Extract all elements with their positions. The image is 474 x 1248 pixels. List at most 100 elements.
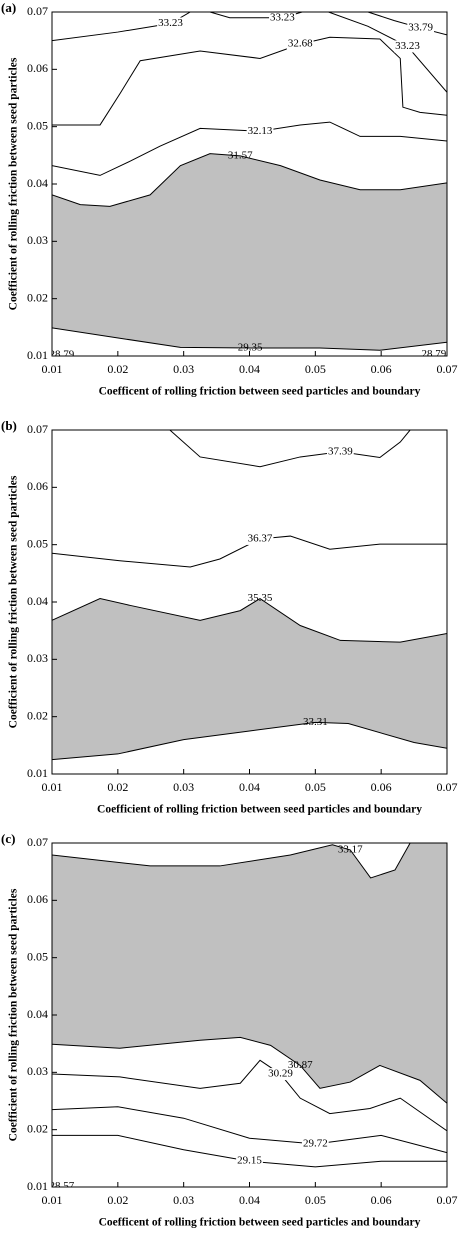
x-tick-label: 0.05 bbox=[305, 780, 326, 794]
x-tick-label: 0.06 bbox=[371, 780, 392, 794]
x-tick-label: 0.04 bbox=[239, 1193, 260, 1207]
contour-label-bg bbox=[157, 17, 184, 30]
contour-label-bg bbox=[52, 1180, 76, 1187]
contour-label-bg bbox=[420, 348, 447, 356]
x-tick-label: 0.07 bbox=[437, 1193, 458, 1207]
contour-line bbox=[52, 597, 447, 643]
contour-line bbox=[328, 12, 447, 93]
y-tick-label: 0.01 bbox=[27, 1179, 48, 1193]
contour-line bbox=[52, 1059, 447, 1132]
contour-label: 33.17 bbox=[338, 843, 363, 855]
x-tick-label: 0.01 bbox=[42, 1193, 63, 1207]
y-tick-label: 0.06 bbox=[27, 61, 48, 75]
y-tick-label: 0.02 bbox=[27, 290, 48, 304]
y-axis-title: Coefficient of rolling friction between … bbox=[8, 57, 20, 310]
contour-label: 35.35 bbox=[248, 592, 273, 604]
panel-label: (a) bbox=[1, 0, 16, 15]
contour-label: 36.37 bbox=[248, 532, 273, 544]
panel-label: (c) bbox=[1, 831, 15, 846]
contour-label: 33.79 bbox=[408, 22, 433, 34]
contour-label: 31.57 bbox=[228, 149, 253, 161]
contour-label: 33.23 bbox=[270, 11, 295, 23]
y-tick-label: 0.02 bbox=[27, 708, 48, 722]
contour-label-bg bbox=[394, 40, 421, 53]
y-axis-title: Coefficient of rolling friction between … bbox=[8, 888, 20, 1141]
contour-line bbox=[169, 430, 411, 468]
x-tick-label: 0.02 bbox=[107, 1193, 128, 1207]
contour-label: 28.79 bbox=[50, 348, 75, 360]
contour-label: 32.13 bbox=[248, 125, 273, 137]
y-axis-title: Coefficient of rolling friction between … bbox=[8, 475, 20, 728]
contour-label: 30.87 bbox=[288, 1059, 313, 1071]
contour-label: 29.72 bbox=[303, 1138, 328, 1150]
y-tick-label: 0.04 bbox=[27, 176, 48, 190]
contour-line bbox=[52, 721, 447, 761]
contour-panel: 37.39 36.37 35.35 33.31 0.01 0.02 0.03 0.04 0.05… bbox=[1, 418, 458, 816]
contour-panel: 33.23 33.23 33.79 33.23 32.68 32.13 31.57 29.35… bbox=[1, 0, 458, 398]
y-tick-label: 0.05 bbox=[27, 949, 48, 963]
contour-label-bg bbox=[246, 125, 274, 138]
x-axis-title: Coefficient of rolling friction between … bbox=[97, 804, 422, 816]
x-tick-label: 0.03 bbox=[173, 780, 194, 794]
y-tick-label: 0.03 bbox=[27, 651, 48, 665]
contour-line bbox=[52, 153, 447, 207]
contour-label-bg bbox=[286, 38, 314, 51]
contour-label: 33.23 bbox=[395, 40, 420, 52]
y-tick-label: 0.07 bbox=[27, 4, 48, 18]
contour-label: 29.35 bbox=[238, 342, 263, 354]
y-tick-label: 0.06 bbox=[27, 479, 48, 493]
contour-label-bg bbox=[52, 348, 76, 356]
panel-label: (b) bbox=[1, 418, 17, 433]
y-tick-label: 0.01 bbox=[27, 766, 48, 780]
x-tick-label: 0.03 bbox=[173, 1193, 194, 1207]
contour-label: 29.15 bbox=[237, 1155, 262, 1167]
y-tick-label: 0.04 bbox=[27, 1007, 48, 1021]
contour-label: 28.57 bbox=[50, 1180, 75, 1192]
contour-line bbox=[52, 1036, 447, 1104]
contour-label-bg bbox=[407, 22, 435, 35]
x-tick-label: 0.07 bbox=[437, 362, 458, 376]
contour-label: 33.23 bbox=[158, 17, 183, 29]
x-tick-label: 0.03 bbox=[173, 362, 194, 376]
contour-label-bg bbox=[269, 12, 296, 24]
y-tick-label: 0.03 bbox=[27, 1064, 48, 1078]
x-tick-label: 0.01 bbox=[42, 780, 63, 794]
contour-label: 32.68 bbox=[288, 38, 313, 50]
x-tick-label: 0.01 bbox=[42, 362, 63, 376]
contour-line bbox=[52, 843, 447, 879]
y-tick-label: 0.01 bbox=[27, 348, 48, 362]
shaded-region bbox=[52, 598, 447, 760]
x-tick-label: 0.07 bbox=[437, 780, 458, 794]
y-tick-label: 0.07 bbox=[27, 835, 48, 849]
contour-label-bg bbox=[326, 445, 354, 458]
y-tick-label: 0.04 bbox=[27, 594, 48, 608]
contour-label-bg bbox=[246, 532, 274, 545]
contour-label-bg bbox=[236, 1155, 263, 1168]
contour-line bbox=[52, 1106, 447, 1154]
contour-line bbox=[52, 36, 447, 126]
x-tick-label: 0.02 bbox=[107, 780, 128, 794]
plot-area: 33.23 33.23 33.79 33.23 32.68 32.13 31.57 29.35… bbox=[50, 11, 447, 360]
plot-area: 37.39 36.37 35.35 33.31 bbox=[52, 430, 447, 761]
contour-label-bg bbox=[301, 1138, 329, 1150]
contour-label: 30.29 bbox=[268, 1068, 293, 1080]
contour-label: 37.39 bbox=[328, 445, 353, 457]
x-tick-label: 0.06 bbox=[371, 362, 392, 376]
y-tick-label: 0.05 bbox=[27, 536, 48, 550]
x-tick-label: 0.02 bbox=[107, 362, 128, 376]
y-tick-label: 0.06 bbox=[27, 892, 48, 906]
contour-label: 33.31 bbox=[303, 716, 328, 728]
y-tick-label: 0.05 bbox=[27, 118, 48, 132]
x-tick-label: 0.06 bbox=[371, 1193, 392, 1207]
x-tick-label: 0.04 bbox=[239, 362, 260, 376]
x-tick-label: 0.05 bbox=[305, 362, 326, 376]
y-tick-label: 0.07 bbox=[27, 422, 48, 436]
contour-label-bg bbox=[267, 1068, 294, 1081]
y-tick-label: 0.03 bbox=[27, 233, 48, 247]
contour-label: 28.79 bbox=[421, 348, 446, 360]
contour-line bbox=[52, 327, 447, 351]
shaded-region bbox=[52, 153, 447, 351]
